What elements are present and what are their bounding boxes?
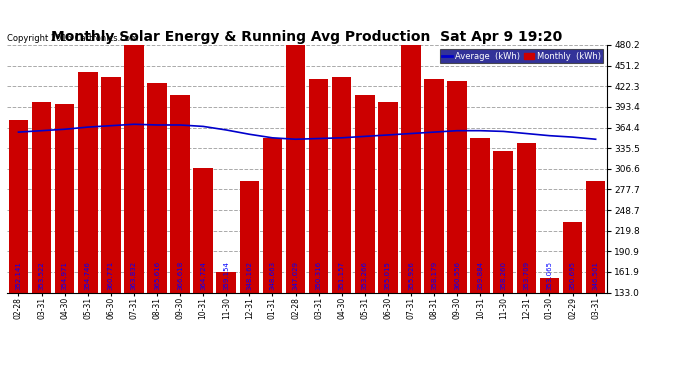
Text: 360.556: 360.556 [454,261,460,290]
Bar [424,80,444,375]
Bar [493,151,513,375]
Bar [263,138,282,375]
Text: 354.746: 354.746 [85,261,90,290]
Bar [170,95,190,375]
Text: 346.501: 346.501 [593,261,599,290]
Text: 351.157: 351.157 [339,261,345,290]
Text: 354.971: 354.971 [61,261,68,290]
Bar [101,77,121,375]
Text: 364.724: 364.724 [200,261,206,290]
Bar [32,102,51,375]
Text: 353.709: 353.709 [524,261,529,290]
Bar [540,278,560,375]
Text: 348.663: 348.663 [269,261,275,290]
Bar [193,168,213,375]
Bar [309,79,328,375]
Bar [447,81,467,375]
Bar [563,222,582,375]
Bar [55,104,75,375]
Bar [355,95,375,375]
Text: 352.141: 352.141 [15,261,21,290]
Text: 350.695: 350.695 [569,261,575,290]
Bar [332,77,351,375]
Title: Monthly Solar Energy & Running Avg Production  Sat Apr 9 19:20: Monthly Solar Energy & Running Avg Produ… [52,30,562,44]
Bar [517,143,536,375]
Bar [239,181,259,375]
Bar [124,40,144,375]
Text: 363.832: 363.832 [131,261,137,290]
Bar [401,38,421,375]
Text: 358.260: 358.260 [500,261,506,290]
Text: 355.926: 355.926 [408,261,414,290]
Text: 358.179: 358.179 [431,261,437,290]
Text: 366.618: 366.618 [177,261,183,290]
Bar [586,181,605,375]
Bar [217,272,236,375]
Text: 359.884: 359.884 [477,261,483,290]
Text: 360.771: 360.771 [108,261,114,290]
Text: 350.316: 350.316 [315,261,322,290]
Text: 353.266: 353.266 [362,261,368,290]
Bar [78,72,97,375]
Text: 355.015: 355.015 [385,261,391,290]
Text: 365.616: 365.616 [154,261,160,290]
Text: 353.522: 353.522 [39,262,45,290]
Bar [147,83,167,375]
Legend: Average  (kWh), Monthly  (kWh): Average (kWh), Monthly (kWh) [440,49,603,63]
Bar [9,120,28,375]
Bar [471,138,490,375]
Text: 353.065: 353.065 [546,261,553,290]
Text: 348.162: 348.162 [246,261,253,290]
Text: 347.029: 347.029 [293,261,299,290]
Bar [286,45,305,375]
Text: 359.154: 359.154 [224,261,229,290]
Bar [378,102,397,375]
Text: Copyright 2016 Cartronics.com: Copyright 2016 Cartronics.com [7,33,138,42]
